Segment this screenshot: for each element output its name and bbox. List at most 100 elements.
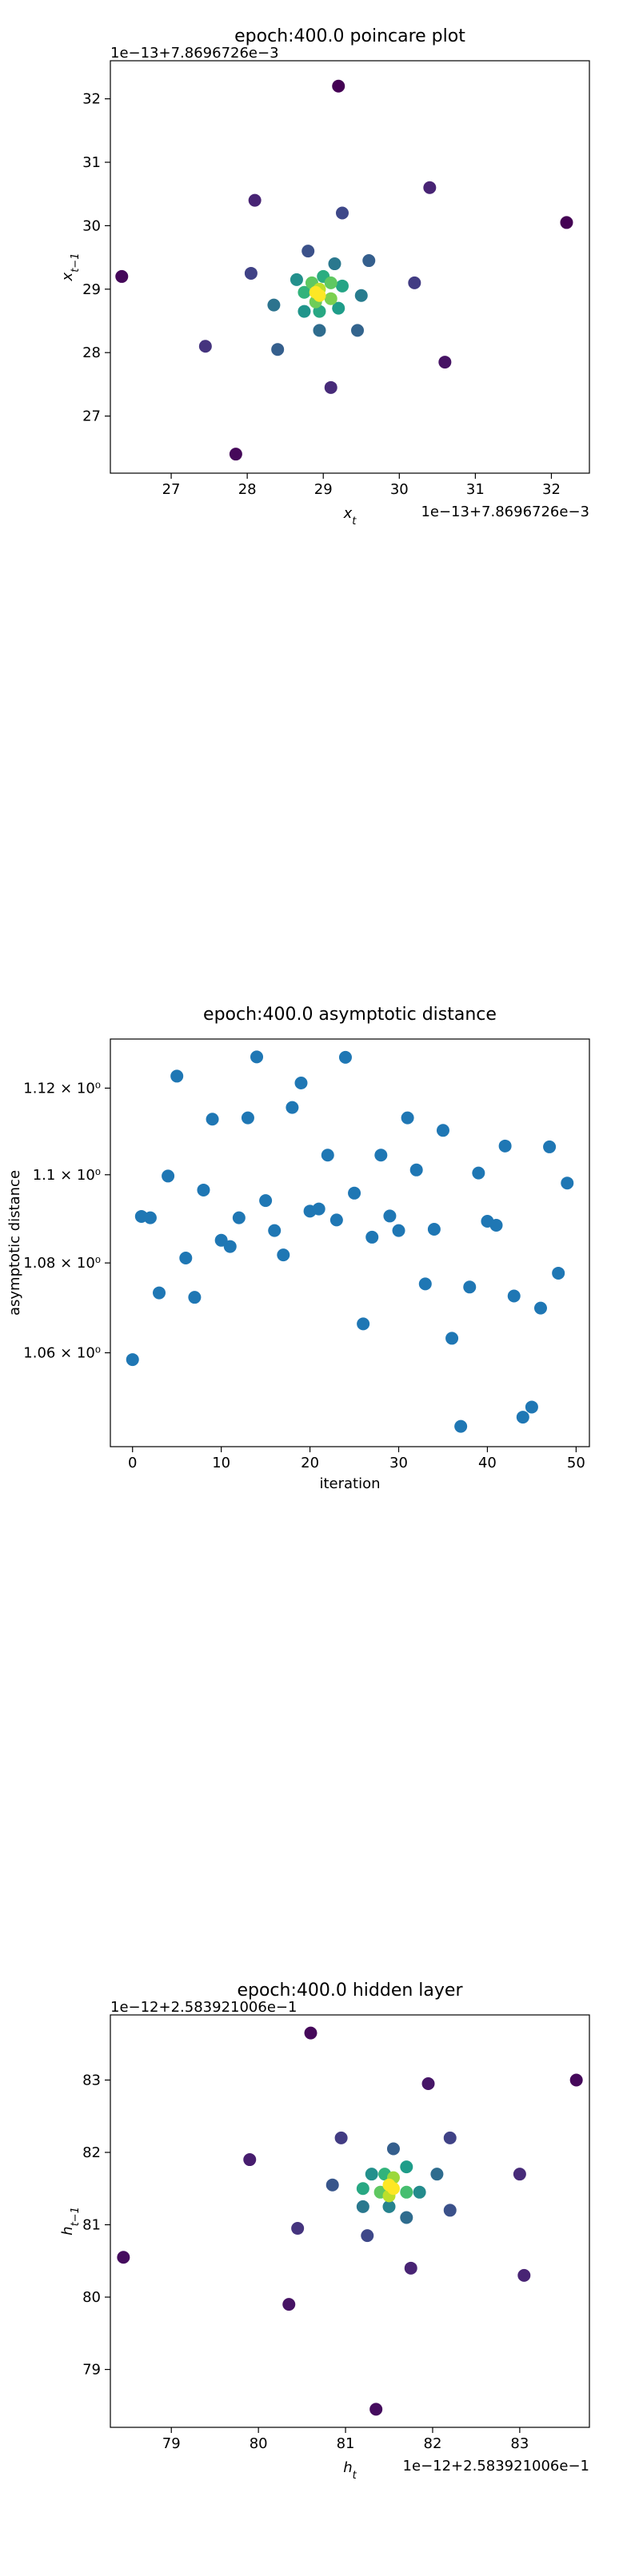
- data-point: [170, 1069, 184, 1083]
- data-point: [383, 1209, 397, 1223]
- data-point: [404, 2261, 417, 2275]
- data-point: [198, 340, 212, 353]
- y-tick-label: 79: [82, 2362, 101, 2379]
- y-tick-label: 27: [82, 408, 101, 425]
- data-point: [223, 1240, 237, 1253]
- data-point: [454, 1419, 468, 1433]
- x-tick-label: 30: [390, 481, 409, 498]
- data-point: [374, 1149, 388, 1162]
- data-point: [443, 2204, 457, 2217]
- x-axis-label: xt: [343, 505, 357, 528]
- data-point: [332, 79, 345, 93]
- data-point: [214, 1233, 228, 1247]
- data-point: [241, 1111, 254, 1125]
- x-tick-label: 30: [389, 1455, 408, 1471]
- y-offset-text: 1e−12+2.583921006e−1: [110, 1999, 297, 2016]
- data-point: [232, 1211, 246, 1224]
- data-point: [179, 1252, 193, 1265]
- data-point: [338, 1050, 352, 1064]
- x-tick-label: 40: [478, 1455, 497, 1471]
- data-point: [401, 1111, 414, 1125]
- y-tick-label: 81: [82, 2217, 101, 2234]
- data-point: [445, 1332, 459, 1345]
- data-point: [382, 2178, 396, 2192]
- y-tick-label: 32: [82, 91, 101, 108]
- data-point: [489, 1218, 503, 1232]
- data-point: [324, 380, 337, 394]
- x-tick-label: 83: [510, 2435, 529, 2452]
- chart-title: epoch:400.0 hidden layer: [237, 1981, 463, 2001]
- data-point: [313, 324, 326, 337]
- data-point: [423, 181, 437, 194]
- data-point: [298, 305, 311, 318]
- x-tick-label: 50: [567, 1455, 585, 1471]
- chart-title: epoch:400.0 asymptotic distance: [203, 1005, 497, 1025]
- data-point: [517, 2268, 531, 2282]
- y-tick-label: 29: [82, 281, 101, 298]
- data-point: [513, 2168, 526, 2181]
- y-tick-label: 83: [82, 2072, 101, 2088]
- data-point: [369, 2403, 383, 2416]
- y-axis-label: xt−1: [59, 253, 82, 282]
- x-axis-label: ht: [343, 2459, 357, 2482]
- data-point: [244, 266, 258, 280]
- data-point: [328, 257, 341, 271]
- chart-2: epoch:400.0 asymptotic distance 0 10 20 30 40…: [6, 1005, 590, 1492]
- x-offset-text: 1e−13+7.8696726e−3: [421, 504, 589, 520]
- data-point: [386, 2142, 400, 2156]
- data-point: [382, 2200, 396, 2213]
- data-point: [229, 448, 242, 461]
- data-point: [400, 2160, 413, 2174]
- y-tick-label: 28: [82, 344, 101, 361]
- data-point: [348, 1186, 361, 1200]
- data-point: [329, 1213, 343, 1227]
- data-point: [250, 1050, 264, 1064]
- axes-frame: [110, 2014, 590, 2428]
- y-tick-label: 31: [82, 154, 101, 171]
- x-tick-label: 81: [337, 2435, 355, 2452]
- data-point: [115, 269, 129, 283]
- x-tick-label: 20: [301, 1455, 319, 1471]
- data-point: [356, 2200, 369, 2213]
- chart-3: epoch:400.0 hidden layer 79 80 81 82 83 79 80 81…: [59, 1981, 590, 2482]
- data-point: [552, 1266, 565, 1280]
- data-point: [291, 2222, 305, 2236]
- data-point: [302, 245, 315, 258]
- data-point: [324, 276, 337, 289]
- data-point: [507, 1289, 521, 1303]
- y-tick-label: 1.06 × 10⁰: [23, 1345, 101, 1362]
- data-point: [430, 2168, 444, 2181]
- data-point: [321, 1149, 334, 1162]
- y-axis-label: asymptotic distance: [6, 1170, 23, 1316]
- data-point: [357, 1317, 370, 1331]
- y-tick-label: 1.08 × 10⁰: [23, 1255, 101, 1272]
- data-point: [463, 1280, 477, 1294]
- x-tick-label: 32: [542, 481, 561, 498]
- data-point: [472, 1166, 485, 1180]
- data-point: [525, 1400, 538, 1414]
- data-point: [421, 2077, 435, 2090]
- data-point: [197, 1183, 210, 1196]
- data-point: [268, 1224, 282, 1237]
- data-point: [304, 2026, 317, 2040]
- data-point: [335, 279, 349, 293]
- data-point: [277, 1248, 290, 1262]
- data-point: [362, 254, 376, 268]
- data-point: [267, 298, 281, 312]
- axes-frame: [110, 1038, 590, 1447]
- chart-1: epoch:400.0 poincare plot 27 28 29 30 31 32 27 2…: [59, 26, 590, 528]
- data-point: [243, 2153, 257, 2167]
- data-point: [248, 193, 262, 207]
- data-point: [117, 2251, 130, 2264]
- data-point: [443, 2131, 457, 2144]
- data-point: [313, 289, 326, 302]
- data-point: [206, 1113, 219, 1126]
- x-axis-label: iteration: [319, 1475, 380, 1492]
- axes-frame: [110, 60, 590, 474]
- x-tick-label: 31: [466, 481, 485, 498]
- data-point: [361, 2229, 374, 2243]
- data-point: [162, 1169, 175, 1183]
- data-point: [282, 2298, 296, 2311]
- data-point: [356, 2182, 369, 2196]
